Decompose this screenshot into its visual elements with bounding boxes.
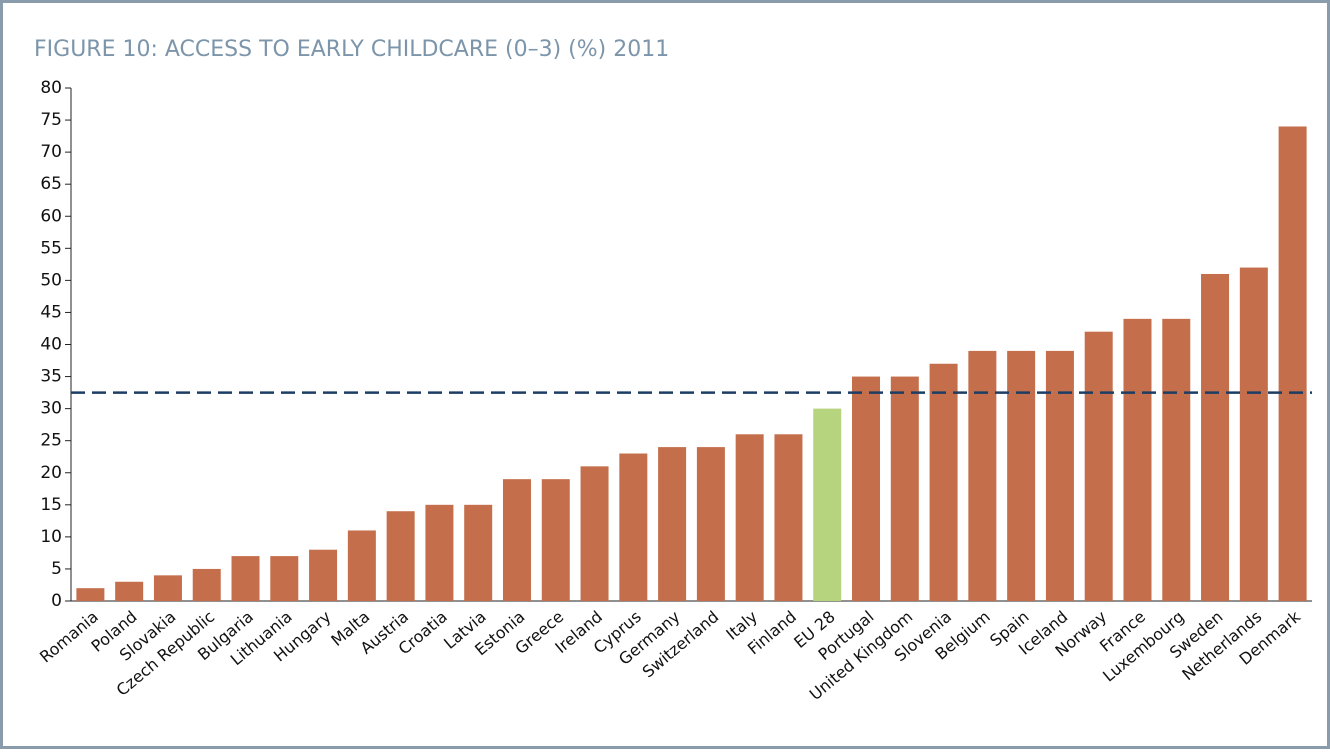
y-tick-label: 65: [40, 174, 62, 194]
bar: [1084, 331, 1113, 601]
bar: [929, 363, 958, 601]
y-tick-label: 80: [40, 78, 62, 98]
bar: [1278, 126, 1307, 601]
bar: [774, 434, 803, 601]
bar: [696, 447, 725, 601]
bar: [890, 376, 919, 601]
bar: [619, 453, 648, 601]
y-tick-label: 75: [40, 110, 62, 130]
y-tick-label: 30: [40, 399, 62, 419]
bar: [813, 408, 842, 601]
bar: [1239, 267, 1268, 601]
y-tick-label: 35: [40, 367, 62, 387]
y-tick-label: 50: [40, 270, 62, 290]
bar: [115, 581, 144, 601]
y-tick-label: 15: [40, 495, 62, 515]
bar: [347, 530, 376, 601]
y-tick-label: 0: [51, 591, 62, 611]
bar: [852, 376, 881, 601]
bar: [580, 466, 609, 601]
y-tick-label: 70: [40, 142, 62, 162]
bar: [1162, 318, 1191, 601]
chart-title: FIGURE 10: ACCESS TO EARLY CHILDCARE (0–…: [34, 37, 669, 62]
bar: [735, 434, 764, 601]
y-tick-label: 25: [40, 431, 62, 451]
bar: [1045, 350, 1074, 601]
bar: [425, 504, 454, 601]
bar: [968, 350, 997, 601]
y-tick-label: 20: [40, 463, 62, 483]
bar: [658, 447, 687, 601]
y-tick-label: 55: [40, 238, 62, 258]
bar: [386, 511, 415, 601]
bar: [541, 479, 570, 601]
bar: [309, 549, 338, 601]
y-tick-label: 40: [40, 335, 62, 355]
y-tick-label: 5: [51, 559, 62, 579]
bar: [153, 575, 182, 601]
bar: [76, 588, 105, 601]
bar: [1123, 318, 1152, 601]
bar: [464, 504, 493, 601]
bar: [270, 556, 299, 601]
y-tick-label: 60: [40, 206, 62, 226]
bar: [231, 556, 260, 601]
bar: [192, 568, 221, 601]
bar: [1007, 350, 1036, 601]
y-tick-label: 10: [40, 527, 62, 547]
bar: [502, 479, 531, 601]
y-tick-label: 45: [40, 302, 62, 322]
bar: [1201, 273, 1230, 601]
